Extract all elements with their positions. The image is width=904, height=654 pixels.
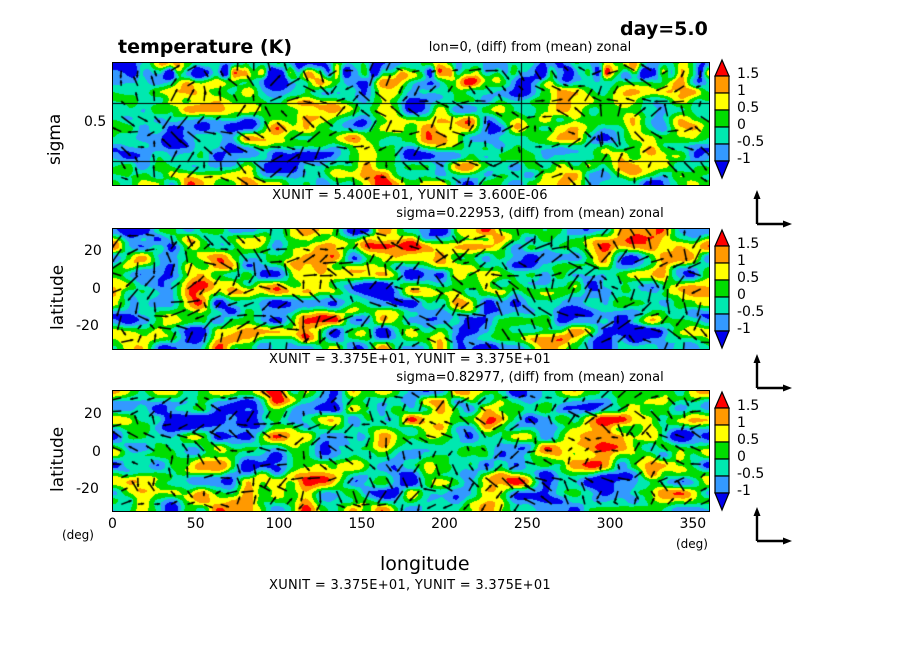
colorbar-2-tick-1: 1 [737,253,746,269]
colorbar-2-tick-0: 1.5 [737,236,760,252]
colorbar-1-tick-5: -1 [737,151,751,167]
panel-3-ytick-1: 0 [92,444,101,460]
panel-2-ylabel: latitude [48,264,68,330]
vector-arrow-icon [753,507,792,545]
colorbar-2-svg [714,228,730,350]
colorbar-1-tick-3: 0 [737,117,746,133]
colorbar-3-tick-0: 1.5 [737,398,760,414]
panel-2-units: XUNIT = 3.375E+01, YUNIT = 3.375E+01 [269,352,551,367]
xaxis-tick-150: 150 [348,516,376,532]
xaxis-tick-300: 300 [596,516,624,532]
panel-2-ytick-1: 0 [92,281,101,297]
panel-1-subtitle: lon=0, (diff) from (mean) zonal [428,40,632,55]
panel-sigma-082977[interactable] [112,390,710,512]
colorbar-3-tick-4: -0.5 [737,466,765,482]
colorbar-1-tick-1: 1 [737,83,746,99]
colorbar-2-tick-5: -1 [737,321,751,337]
panel-3-field [113,391,709,511]
colorbar-1-tick-4: -0.5 [737,134,765,150]
xaxis-tick-0: 0 [108,516,117,532]
panel-3-ytick-0: 20 [84,406,102,422]
colorbar-3-svg [714,390,730,512]
xaxis-tick-350: 350 [679,516,707,532]
panel-1-units: XUNIT = 5.400E+01, YUNIT = 3.600E-06 [272,188,548,203]
page-title: temperature (K) [118,36,293,58]
panel-2-field [113,229,709,349]
panel-3-ytick-2: -20 [76,481,99,497]
vector-arrow-icon [753,354,792,392]
xaxis-deg-left: (deg) [62,528,94,542]
colorbar-3-tick-3: 0 [737,449,746,465]
day-label: day=5.0 [620,18,708,40]
panel-2-ytick-0: 20 [84,243,102,259]
colorbar-2-tick-4: -0.5 [737,304,765,320]
colorbar-2-tick-3: 0 [737,287,746,303]
colorbar-1[interactable] [713,58,735,188]
panel-sigma-022953[interactable] [112,228,710,350]
figure-footer-units: XUNIT = 3.375E+01, YUNIT = 3.375E+01 [269,578,551,593]
xaxis-deg-right: (deg) [676,537,708,551]
vector-scale-legend-2 [752,352,802,398]
vector-scale-legend-3 [752,505,802,551]
panel-1-ytick-0: 0.5 [84,114,107,130]
panel-1-ylabel: sigma [45,113,65,165]
vector-scale-legend-1 [752,188,802,234]
xaxis-tick-250: 250 [513,516,541,532]
colorbar-3-tick-5: -1 [737,483,751,499]
colorbar-3-tick-1: 1 [737,415,746,431]
panel-2-subtitle: sigma=0.22953, (diff) from (mean) zonal [396,206,664,221]
xaxis-title: longitude [380,553,470,575]
colorbar-2[interactable] [713,228,735,358]
panel-sigma-lon[interactable] [112,62,710,186]
panel-2-ytick-2: -20 [76,318,99,334]
panel-3-ylabel: latitude [48,426,68,492]
xaxis-tick-100: 100 [265,516,293,532]
colorbar-1-tick-0: 1.5 [737,66,760,82]
colorbar-2-tick-2: 0.5 [737,270,760,286]
vector-arrow-icon [753,190,792,228]
xaxis-tick-200: 200 [431,516,458,532]
panel-1-field [113,63,709,185]
xaxis-tick-50: 50 [186,516,205,532]
colorbar-3-tick-2: 0.5 [737,432,760,448]
colorbar-3[interactable] [713,390,735,520]
colorbar-1-svg [714,58,730,180]
panel-3-subtitle: sigma=0.82977, (diff) from (mean) zonal [396,370,664,385]
colorbar-1-tick-2: 0.5 [737,100,760,116]
